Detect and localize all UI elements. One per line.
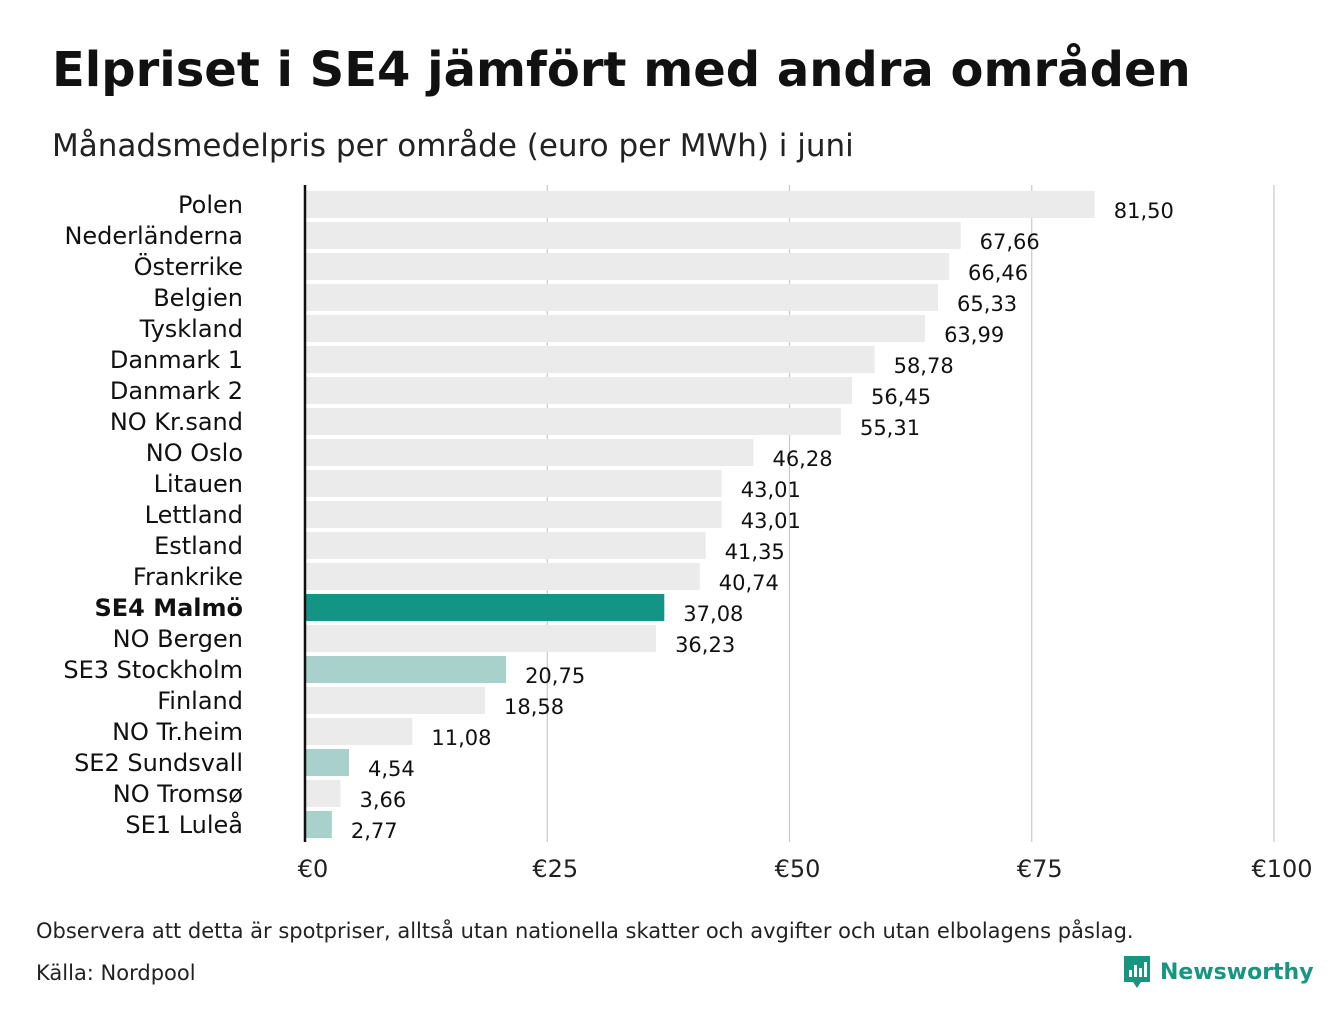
- bar: [305, 749, 349, 776]
- bar: [305, 501, 722, 528]
- category-label: Frankrike: [133, 563, 243, 591]
- newsworthy-logo-icon: [1124, 956, 1150, 988]
- x-tick-label: €25: [532, 855, 578, 883]
- category-label: Lettland: [145, 501, 243, 529]
- category-label: Nederländerna: [64, 222, 243, 250]
- bar: [305, 811, 332, 838]
- value-label: 37,08: [683, 602, 743, 626]
- category-label: Polen: [178, 191, 243, 219]
- bar: [305, 470, 722, 497]
- bars: [305, 191, 1095, 838]
- bar: [305, 718, 413, 745]
- bar: [305, 439, 754, 466]
- value-label: 66,46: [968, 261, 1028, 285]
- value-label: 46,28: [772, 447, 832, 471]
- value-label: 11,08: [431, 726, 491, 750]
- bar: [305, 625, 657, 652]
- category-label: NO Tromsø: [113, 780, 243, 808]
- value-label: 63,99: [944, 323, 1004, 347]
- value-label: 4,54: [368, 757, 415, 781]
- bar: [305, 656, 507, 683]
- bar: [305, 253, 949, 280]
- x-tick-label: €100: [1251, 855, 1312, 883]
- bar: [305, 408, 841, 435]
- category-label: Österrike: [134, 252, 243, 281]
- category-label: Tyskland: [139, 315, 243, 343]
- category-label: Danmark 2: [110, 377, 243, 405]
- brand-name: Newsworthy: [1160, 959, 1314, 985]
- bar: [305, 594, 665, 621]
- value-label: 43,01: [741, 509, 801, 533]
- category-label: SE2 Sundsvall: [74, 749, 243, 777]
- bar: [305, 780, 341, 807]
- value-label: 36,23: [675, 633, 735, 657]
- category-label: SE4 Malmö: [94, 594, 243, 622]
- bar: [305, 284, 939, 311]
- value-label: 58,78: [894, 354, 954, 378]
- value-label: 81,50: [1114, 199, 1174, 223]
- bar: [305, 563, 700, 590]
- value-label: 41,35: [725, 540, 785, 564]
- value-label: 55,31: [860, 416, 920, 440]
- bar: [305, 346, 875, 373]
- category-label: NO Bergen: [113, 625, 243, 653]
- category-label: NO Kr.sand: [110, 408, 243, 436]
- x-tick-label: €75: [1017, 855, 1063, 883]
- footnote: Observera att detta är spotpriser, allts…: [36, 919, 1134, 943]
- value-label: 18,58: [504, 695, 564, 719]
- value-label: 43,01: [741, 478, 801, 502]
- category-label: SE1 Luleå: [125, 810, 243, 839]
- bar: [305, 191, 1095, 218]
- bar: [305, 315, 926, 342]
- chart-subtitle: Månadsmedelpris per område (euro per MWh…: [52, 128, 854, 164]
- value-label: 56,45: [871, 385, 931, 409]
- brand-logo: Newsworthy: [1122, 952, 1314, 992]
- bar-chart: €0 €25 €50 €75 €100 Polen 81,50 Nederländerna 6…: [63, 185, 1313, 883]
- value-label: 20,75: [525, 664, 585, 688]
- category-label: Belgien: [153, 284, 243, 312]
- value-label: 2,77: [351, 819, 398, 843]
- axis: €0 €25 €50 €75 €100: [298, 185, 1313, 883]
- value-label: 67,66: [980, 230, 1040, 254]
- bar: [305, 222, 961, 249]
- category-label: Estland: [154, 532, 243, 560]
- chart-title: Elpriset i SE4 jämfört med andra områden: [52, 42, 1191, 98]
- category-label: NO Oslo: [146, 439, 243, 467]
- category-label: Danmark 1: [110, 346, 243, 374]
- value-label: 3,66: [359, 788, 406, 812]
- category-label: SE3 Stockholm: [63, 656, 243, 684]
- bar: [305, 687, 486, 714]
- source-text: Källa: Nordpool: [36, 961, 196, 985]
- x-tick-label: €50: [775, 855, 821, 883]
- category-label: Litauen: [154, 470, 243, 498]
- x-tick-label: €0: [298, 855, 329, 883]
- labels: Polen 81,50 Nederländerna 67,66 Österrike 66,…: [63, 191, 1174, 843]
- category-label: NO Tr.heim: [112, 718, 243, 746]
- bar: [305, 377, 853, 404]
- category-label: Finland: [157, 687, 243, 715]
- value-label: 65,33: [957, 292, 1017, 316]
- bar: [305, 532, 706, 559]
- value-label: 40,74: [719, 571, 779, 595]
